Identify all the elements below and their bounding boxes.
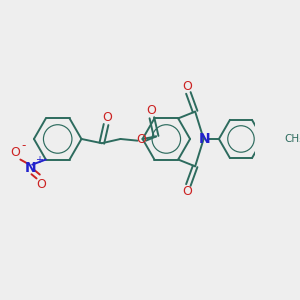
Text: O: O [183,185,193,198]
Text: O: O [102,111,112,124]
Text: -: - [22,140,26,152]
Text: O: O [136,133,146,146]
Text: O: O [146,104,156,118]
Text: N: N [25,161,36,175]
Text: N: N [199,132,210,146]
Text: O: O [36,178,46,191]
Text: +: + [35,154,43,164]
Text: O: O [183,80,193,93]
Text: O: O [10,146,20,159]
Text: CH₃: CH₃ [284,134,300,144]
